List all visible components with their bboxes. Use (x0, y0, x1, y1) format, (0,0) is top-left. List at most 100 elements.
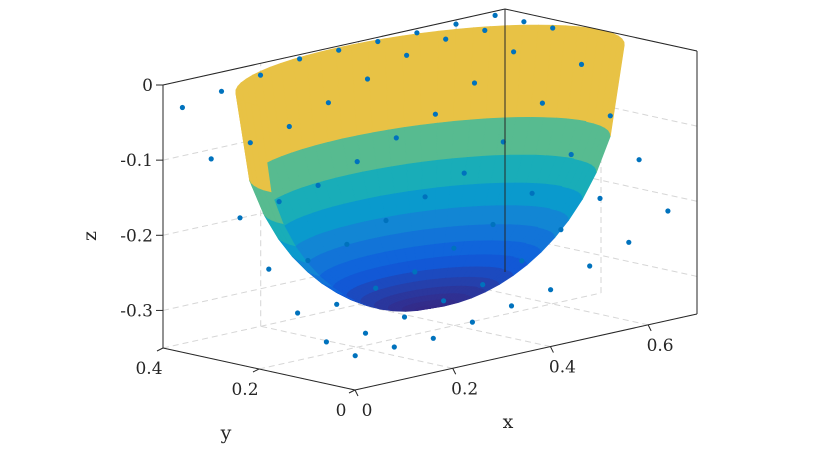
scatter-point (430, 335, 436, 341)
scatter-point (558, 227, 564, 233)
scatter-point (578, 61, 585, 67)
x-tick (549, 346, 554, 353)
scatter-point (247, 140, 253, 146)
scatter-point (529, 190, 535, 196)
surface-patch (426, 279, 434, 289)
surface-patch (391, 163, 409, 195)
x-tick-label: 0.4 (549, 358, 576, 378)
scatter-point (443, 36, 449, 42)
scatter-point (257, 72, 264, 78)
tick-marks (156, 84, 652, 397)
scatter-point (461, 170, 467, 176)
surface-patch (436, 120, 455, 161)
scatter-point (179, 104, 185, 111)
scatter-point (315, 182, 321, 188)
scatter-point (626, 239, 632, 245)
scatter-point (539, 100, 546, 106)
surface-patch (402, 33, 422, 128)
scatter-point (597, 195, 603, 201)
scatter-point (266, 266, 272, 272)
scatter-point (587, 263, 593, 269)
surface-patch (435, 158, 453, 189)
x-tick (647, 324, 652, 332)
scatter-point (237, 215, 243, 221)
box-edge-top-right (504, 8, 698, 52)
surface-patch (384, 35, 405, 131)
scatter-point (665, 208, 671, 214)
scatter-point (482, 27, 488, 33)
scatter-point (471, 80, 478, 86)
tick-labels: 0 0.2 0.4 0.6 0 0.2 0.4 -0.3 -0.2 -0.1 0 (120, 76, 673, 421)
scatter-points (179, 12, 671, 359)
surface-patch (422, 209, 437, 231)
scatter-point (393, 135, 399, 141)
surface-patch (424, 243, 435, 260)
scatter-point (276, 199, 282, 205)
scatter-point (364, 76, 371, 82)
grid-line-x-floor (358, 304, 551, 348)
scatter-point (305, 257, 311, 264)
scatter-point (336, 47, 342, 53)
surface-patch (425, 269, 434, 281)
x-tick-label: 0 (362, 401, 373, 421)
scatter-point (451, 245, 457, 251)
z-tick-label: 0 (142, 76, 153, 96)
scatter-point (636, 157, 642, 163)
x-tick-label: 0.2 (451, 379, 478, 399)
scatter-point (286, 123, 292, 130)
scatter-point (510, 49, 517, 55)
y-tick (252, 368, 260, 373)
scatter-point (480, 282, 486, 288)
y-axis-label: y (220, 422, 232, 444)
surface-patch (408, 189, 424, 214)
scatter-point (297, 56, 303, 62)
surface-patch (435, 185, 451, 211)
surface-patch (410, 211, 425, 232)
y-tick (348, 389, 356, 394)
scatter-point (490, 221, 496, 228)
scatter-point (295, 310, 301, 316)
scatter-point (550, 25, 556, 31)
z-tick-label: -0.2 (120, 226, 153, 246)
scatter-point (208, 156, 214, 162)
scatter-point (344, 241, 350, 247)
surface-patch (420, 122, 438, 163)
x-tick (354, 389, 359, 397)
z-axis-label: z (79, 231, 101, 241)
scatter-point (469, 319, 475, 325)
scatter-point (432, 111, 438, 117)
scatter-point (422, 194, 428, 200)
scatter-point (519, 258, 525, 264)
x-axis-label: x (503, 411, 514, 433)
x-tick (452, 368, 457, 375)
scatter-point (375, 38, 381, 45)
scatter-point (414, 30, 420, 36)
surface-patch (424, 257, 435, 271)
scatter-point (453, 21, 459, 27)
scatter-point (441, 298, 447, 304)
y-tick-label: 0 (336, 401, 347, 421)
scatter-point (383, 217, 389, 224)
surface-patch (421, 187, 437, 212)
scatter-point (521, 19, 527, 25)
scatter-point (362, 330, 369, 336)
x-tick-label: 0.6 (647, 336, 674, 356)
scatter-point (401, 314, 408, 320)
y-tick-label: 0.2 (231, 380, 258, 400)
x-axis-line (354, 313, 698, 391)
scatter-point (412, 269, 418, 275)
z-tick-label: -0.3 (120, 301, 153, 321)
scatter-point (218, 88, 225, 94)
surface-patch (387, 127, 407, 168)
surface-patch (404, 124, 422, 165)
grid-line-x-floor (260, 325, 453, 369)
y-tick-label: 0.4 (135, 359, 162, 379)
z-tick-label: -0.1 (120, 151, 153, 171)
box-edge-top-back (162, 8, 506, 86)
surface-patch (406, 161, 423, 192)
surface-patch (423, 228, 436, 246)
scatter-point (607, 113, 613, 119)
surface-patch (434, 208, 449, 229)
surface-patch (437, 28, 457, 124)
